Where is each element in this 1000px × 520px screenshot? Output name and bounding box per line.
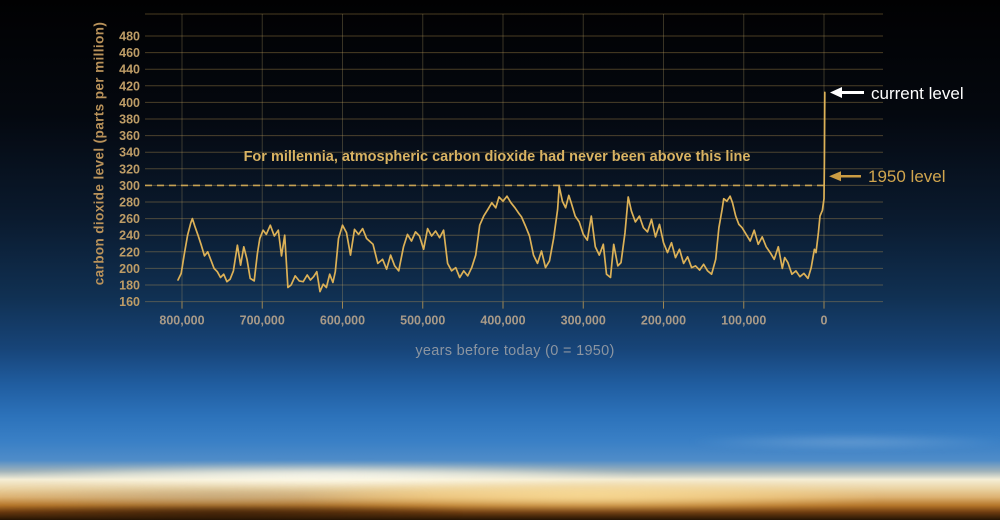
threshold-annotation: For millennia, atmospheric carbon dioxid… [243,149,751,165]
y-tick-label: 380 [119,113,140,127]
y-tick-label: 300 [119,179,140,193]
y-tick-label: 400 [119,96,140,110]
x-tick-label: 0 [821,314,828,328]
x-tick-label: 700,000 [240,314,285,328]
x-tick-label: 300,000 [561,314,606,328]
y-tick-label: 440 [119,63,140,77]
y-tick-label: 360 [119,129,140,143]
x-tick-label: 600,000 [320,314,365,328]
y-tick-label: 460 [119,46,140,60]
y-tick-label: 340 [119,146,140,160]
x-tick-label: 200,000 [641,314,686,328]
1950-level-arrowhead [829,171,841,182]
y-tick-label: 320 [119,162,140,176]
1950-level-label: 1950 level [868,167,946,186]
y-tick-label: 220 [119,245,140,259]
y-tick-label: 280 [119,196,140,210]
y-tick-label: 260 [119,212,140,226]
current-level-label: current level [871,84,964,103]
y-tick-label: 160 [119,295,140,309]
y-tick-label: 240 [119,229,140,243]
x-axis-title: years before today (0 = 1950) [415,343,615,359]
y-axis-title: carbon dioxide level (parts per million) [91,21,107,286]
y-tick-label: 420 [119,79,140,93]
co2-data-line [177,91,826,293]
x-tick-label: 500,000 [400,314,445,328]
x-tick-label: 100,000 [721,314,766,328]
y-tick-label: 200 [119,262,140,276]
x-tick-label: 800,000 [159,314,204,328]
y-tick-label: 480 [119,30,140,44]
y-tick-label: 180 [119,279,140,293]
x-tick-label: 400,000 [480,314,525,328]
current-level-arrowhead [830,86,842,98]
